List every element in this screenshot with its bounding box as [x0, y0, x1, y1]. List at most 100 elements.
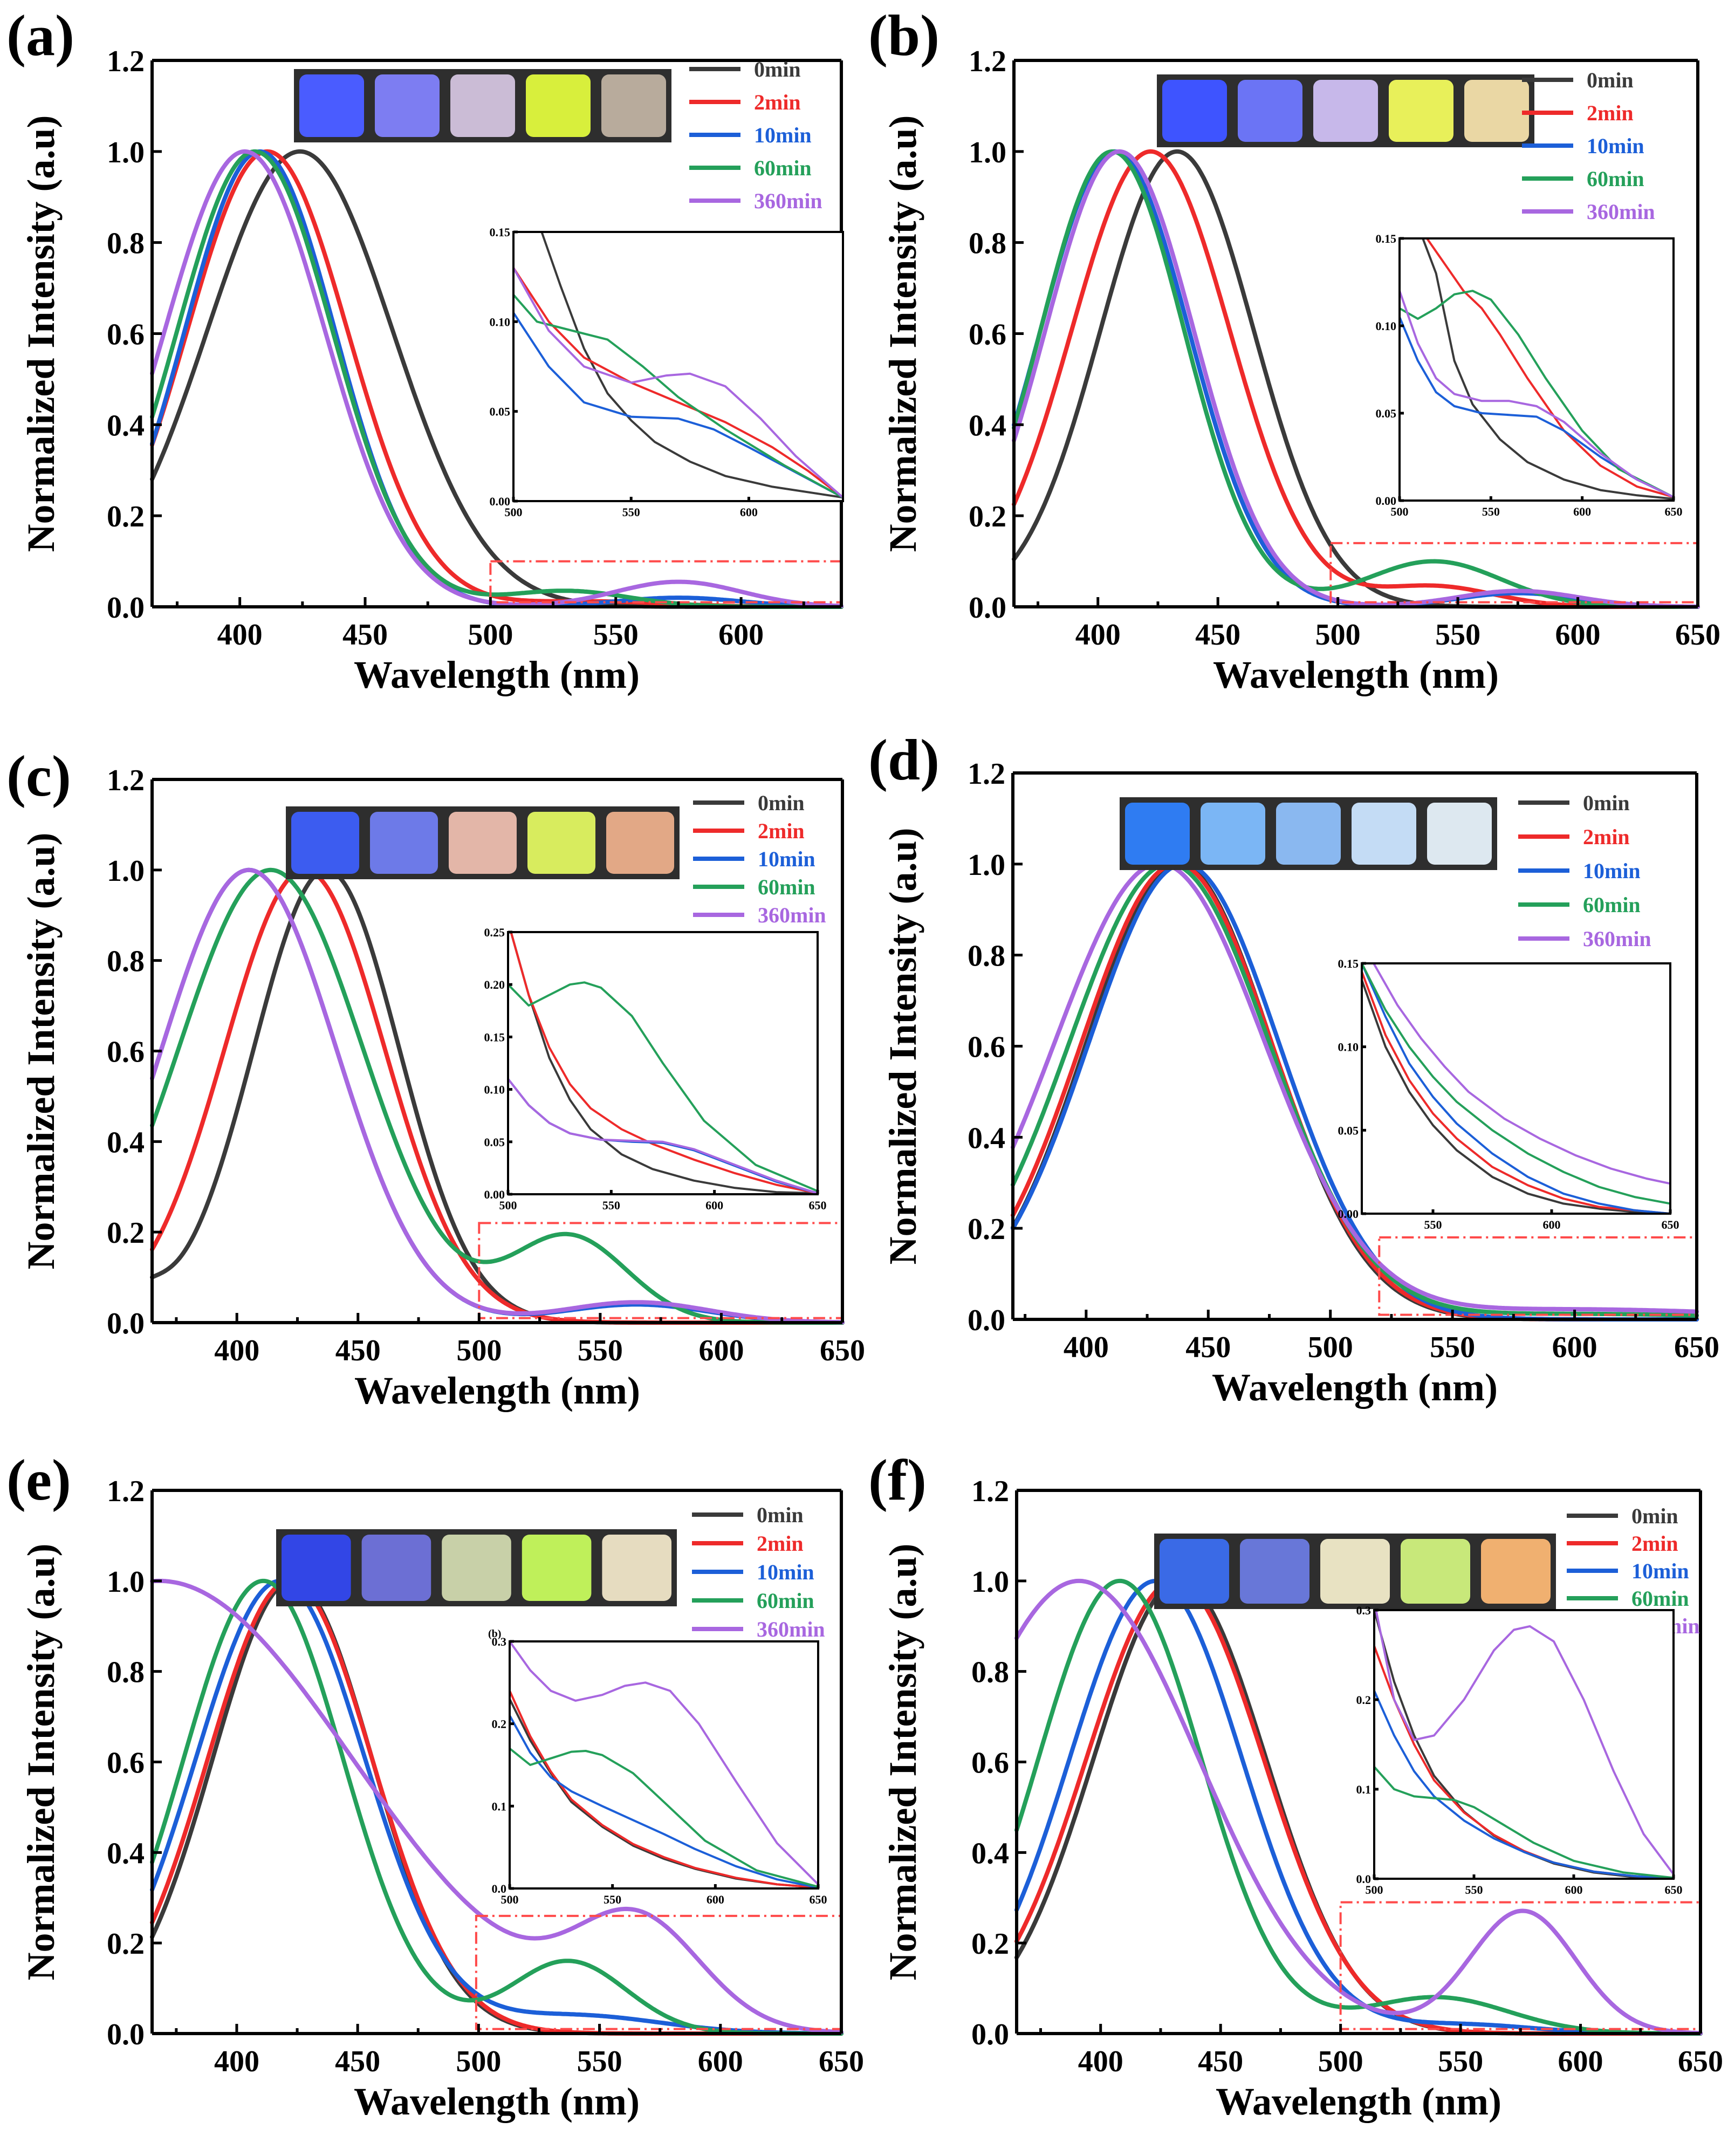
inset-y-tick-label: 0.05 [490, 405, 511, 419]
inset-frame [1398, 237, 1675, 502]
legend-label-360min: 360min [754, 189, 822, 213]
y-tick-label: 0.6 [969, 318, 1006, 352]
x-axis-title: Wavelength (nm) [354, 2080, 640, 2123]
sample-photo-2 [1240, 1539, 1309, 1604]
y-tick-label: 0.8 [969, 227, 1006, 261]
x-tick-label: 400 [214, 1334, 259, 1367]
inset-series-line-0min [1362, 980, 1670, 1214]
y-tick-label: 1.2 [968, 757, 1005, 791]
y-axis-title: Normalized Intensity (a.u) [19, 1544, 63, 1981]
series-line-360min [1012, 149, 1700, 609]
inset-x-tick-label: 550 [1424, 1218, 1442, 1231]
y-tick-label: 0.6 [968, 1031, 1005, 1064]
series-line-60min [150, 867, 845, 1325]
inset-y-tick-label: 0.00 [1376, 494, 1397, 508]
sample-photo-2 [361, 1535, 431, 1601]
inset-chart: 500 550 600 0.00 0.05 0.10 0.15 [490, 225, 844, 519]
y-tick-label: 1.0 [971, 1565, 1009, 1599]
inset-frame [1373, 1609, 1675, 1880]
legend-label-360min: 360min [758, 903, 826, 927]
inset-x-tick-label: 650 [1665, 1883, 1683, 1897]
y-tick-label: 0.4 [969, 409, 1006, 442]
inset-series-line-2min [1362, 971, 1670, 1214]
sample-photo-5 [1481, 1539, 1551, 1604]
chart-panel-6: (f) 400 450 500 550 600 650 0.0 0.2 0.4 0.6 0.8 1.0 1… [868, 1448, 1723, 2123]
inset-border [507, 931, 819, 1195]
y-tick-label: 1.2 [971, 1475, 1009, 1508]
sample-photo-1 [1125, 803, 1190, 865]
sample-photo-4 [526, 74, 591, 137]
inset-border [512, 231, 844, 502]
x-tick-label: 600 [698, 2045, 743, 2078]
y-tick-label: 1.0 [969, 136, 1006, 169]
inset-x-tick-label: 500 [1391, 505, 1409, 518]
inset-series-line-360min [1373, 963, 1670, 1185]
inset-series-line-10min [510, 1715, 818, 1888]
inset-series-line-360min [1400, 290, 1674, 498]
y-tick-label: 0.6 [107, 1747, 145, 1780]
y-tick-label: 1.2 [107, 1475, 145, 1508]
legend-label-0min: 0min [1587, 68, 1634, 92]
x-tick-label: 550 [1438, 2045, 1483, 2078]
inset-x-tick-label: 600 [740, 505, 758, 519]
y-tick-label: 0.8 [107, 1656, 145, 1689]
inset-y-tick-label: 0.25 [484, 926, 505, 939]
inset-series-line-2min [1426, 238, 1674, 498]
sample-photo-3 [1276, 803, 1341, 865]
x-tick-label: 550 [578, 1334, 623, 1367]
y-tick-label: 0.6 [971, 1747, 1009, 1780]
x-tick-label: 400 [217, 618, 263, 652]
x-tick-label: 400 [1078, 2045, 1123, 2078]
y-axis-title: Normalized Intensity (a.u) [881, 828, 924, 1265]
x-axis-title: Wavelength (nm) [354, 653, 640, 696]
x-tick-label: 600 [718, 618, 764, 652]
inset-chart: 500 550 600 650 0.0 0.1 0.2 0.3 [1356, 1604, 1683, 1897]
legend-label-2min: 2min [757, 1531, 804, 1556]
y-tick-label: 0.2 [969, 500, 1006, 533]
y-tick-label: 0.4 [107, 409, 145, 442]
y-axis-title: Normalized Intensity (a.u) [881, 1544, 924, 1981]
inset-series-line-60min [1400, 290, 1674, 498]
inset-border [1398, 237, 1675, 502]
x-tick-label: 600 [698, 1334, 744, 1367]
legend-label-60min: 60min [758, 875, 815, 899]
legend-label-60min: 60min [1587, 167, 1644, 191]
legend-label-2min: 2min [754, 90, 801, 114]
sample-photo-3 [1320, 1539, 1390, 1604]
y-tick-label: 0.8 [971, 1656, 1009, 1689]
inset-y-tick-label: 0.10 [490, 315, 511, 328]
legend-label-360min: 360min [1583, 927, 1651, 951]
y-tick-label: 0.0 [969, 591, 1006, 625]
inset-y-tick-label: 0.00 [1338, 1207, 1359, 1221]
legend-label-60min: 60min [757, 1589, 814, 1613]
y-tick-label: 0.8 [968, 940, 1005, 973]
inset-y-tick-label: 0.05 [1338, 1124, 1359, 1137]
y-axis-title: Normalized Intensity (a.u) [881, 115, 924, 552]
y-tick-label: 0.8 [107, 945, 145, 978]
panel-label: (b) [868, 4, 940, 68]
y-tick-label: 0.0 [107, 2018, 145, 2051]
chart-panel-2: (b) 400 450 500 550 600 650 0.0 0.2 0.4 0.6 0.8 1.0 1… [868, 4, 1720, 696]
inset-chart: 550 600 650 0.00 0.05 0.10 0.15 [1338, 957, 1679, 1231]
y-tick-label: 0.4 [968, 1121, 1005, 1155]
y-tick-label: 0.2 [971, 1927, 1009, 1961]
y-tick-label: 0.0 [968, 1304, 1005, 1337]
sample-photo-4 [527, 812, 595, 874]
x-tick-label: 450 [1195, 618, 1240, 652]
x-tick-label: 550 [1435, 618, 1480, 652]
series-line-360min [150, 867, 845, 1325]
sample-photo-3 [450, 74, 515, 137]
legend-label-60min: 60min [1583, 893, 1641, 917]
legend-label-10min: 10min [1587, 134, 1644, 158]
legend-label-10min: 10min [1583, 859, 1641, 883]
sample-photo-5 [601, 74, 666, 137]
legend-label-2min: 2min [758, 819, 805, 843]
sample-photo-4 [1389, 80, 1453, 142]
legend-label-0min: 0min [1583, 791, 1630, 815]
y-tick-label: 0.0 [971, 2018, 1009, 2051]
inset-chart: 500 550 600 650 0.00 0.05 0.10 0.15 0.20 0.25 [484, 926, 827, 1212]
x-tick-label: 500 [456, 2045, 501, 2078]
inset-y-tick-label: 0.05 [1376, 407, 1397, 420]
x-axis-title: Wavelength (nm) [354, 1369, 640, 1412]
inset-series-line-60min [1374, 1766, 1674, 1879]
